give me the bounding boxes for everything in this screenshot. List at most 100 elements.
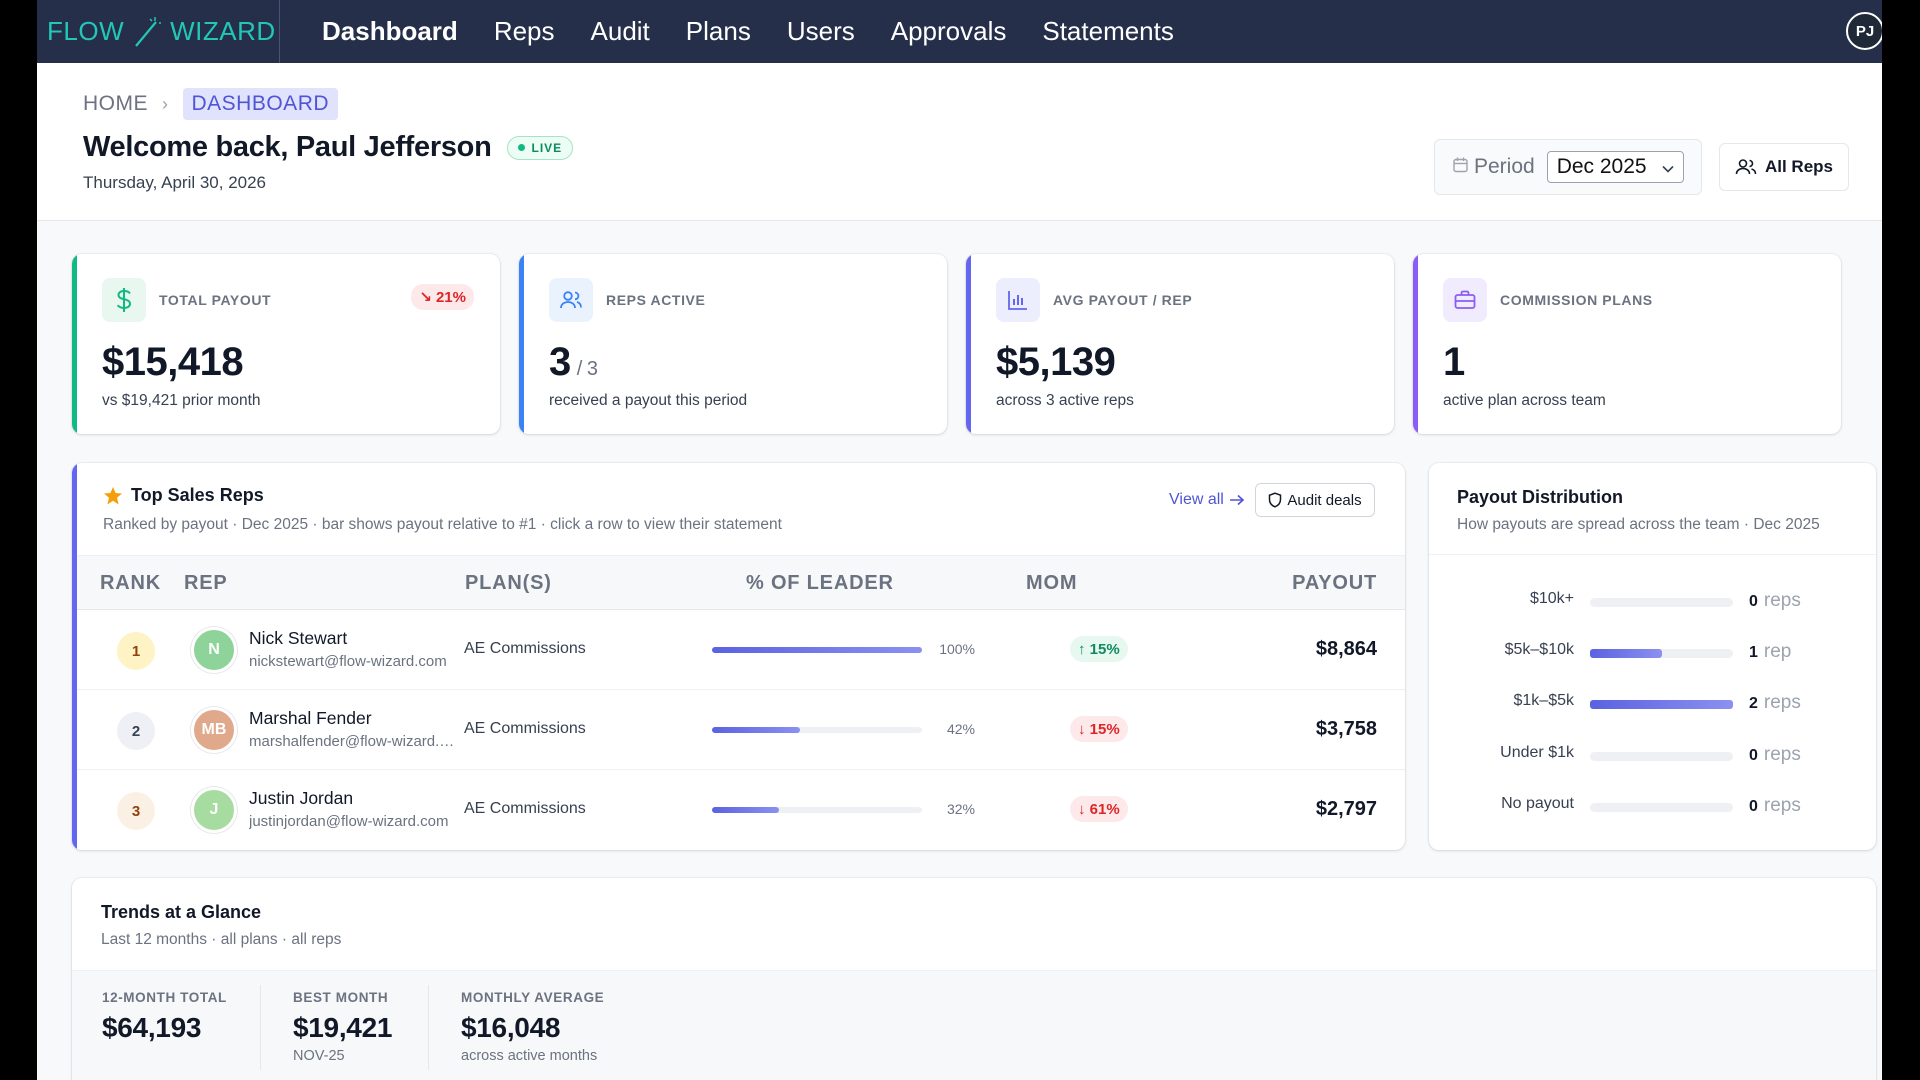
kpi-label: AVG PAYOUT / REP [1053,292,1193,308]
bucket-count-unit: reps [1763,692,1801,713]
kpi-label: TOTAL PAYOUT [159,292,272,308]
nav-approvals[interactable]: Approvals [890,16,1007,46]
rep-email: marshalfender@flow-wizard.com [249,733,459,750]
brand-right: WIZARD [170,16,276,46]
nav-audit[interactable]: Audit [590,16,650,46]
pct-of-leader-bar [712,807,780,813]
kpi-value: 3 [549,340,571,384]
rep-name: Marshal Fender [249,708,372,728]
users-icon [1735,159,1757,175]
bucket-count-unit: reps [1763,795,1801,816]
rank-badge: 2 [117,712,155,750]
table-row[interactable]: 1 N Nick Stewart nickstewart@flow-wizard… [77,610,1405,690]
bucket-count-unit: rep [1763,641,1792,662]
top-navbar: FLOW WIZARD Dashboard Reps Audit Plans U… [37,0,1882,63]
avatar: J [191,787,237,833]
bucket-label: $1k–$5k [1513,692,1575,709]
live-badge: LIVE [506,135,574,160]
nav-dashboard[interactable]: Dashboard [322,16,458,46]
rep-plan: AE Commissions [464,640,586,657]
table-row[interactable]: 3 J Justin Jordan justinjordan@flow-wiza… [77,770,1405,850]
brand-logo[interactable]: FLOW WIZARD [37,0,280,63]
pct-of-leader-value: 42% [946,721,975,737]
table-row[interactable]: 2 MB Marshal Fender marshalfender@flow-w… [77,690,1405,770]
stat-label: 12-MONTH TOTAL [102,990,227,1005]
divider [260,985,261,1070]
rank-badge: 3 [117,792,155,830]
stat-12-month-total: 12-MONTH TOTAL $64,193 [102,990,227,1044]
kpi-subtext: active plan across team [1443,392,1606,409]
bucket-count: 1 rep [1749,641,1791,663]
kpi-value-wrap: 3/ 3 [549,340,598,385]
col-payout[interactable]: PAYOUT [1292,572,1377,594]
distribution-row: $5k–$10k 1 rep [1429,636,1876,666]
view-all-link[interactable]: View all [1169,491,1245,509]
kpi-commission-plans: COMMISSION PLANS 1 active plan across te… [1413,254,1841,434]
kpi-accent-bar [519,254,524,434]
page-header: HOME › DASHBOARD Welcome back, Paul Jeff… [37,63,1882,221]
col-rank[interactable]: RANK [100,572,161,594]
welcome-row: Welcome back, Paul Jefferson LIVE [83,131,574,164]
bucket-count-value: 0 [1749,747,1758,764]
kpi-accent-bar [966,254,971,434]
stat-subtext: NOV-25 [293,1048,345,1064]
bucket-bar [1590,649,1662,658]
card-title: Top Sales Reps [103,485,264,506]
mom-value: 61% [1089,800,1120,818]
distribution-row: $1k–$5k 2 reps [1429,687,1876,717]
col-pct-of-leader[interactable]: % OF LEADER [746,572,894,594]
bucket-label: No payout [1501,795,1574,812]
pct-of-leader-track [712,807,922,813]
nav-statements[interactable]: Statements [1042,16,1174,46]
bucket-label: $5k–$10k [1504,641,1574,658]
kpi-total-payout: TOTAL PAYOUT ↘ 21% $15,418 vs $19,421 pr… [72,254,500,434]
brand-left: FLOW [47,16,125,46]
magic-wand-icon [132,16,162,48]
breadcrumb-home[interactable]: HOME [83,92,148,115]
shield-icon [1269,492,1282,508]
view-all-label: View all [1169,491,1224,508]
arrow-right-icon [1229,494,1245,506]
pct-of-leader-value: 32% [946,801,975,817]
period-value: Dec 2025 [1556,155,1647,178]
breadcrumb: HOME › DASHBOARD [83,88,339,120]
pct-of-leader-bar [712,727,801,733]
period-select[interactable]: Dec 2025 [1546,151,1684,183]
card-title: Trends at a Glance [101,902,262,922]
bucket-count-value: 0 [1749,798,1758,815]
user-avatar[interactable]: PJ [1846,12,1882,50]
stat-value: $19,421 [293,1012,393,1043]
arrow-down-right-icon: ↘ [419,289,432,306]
mom-badge: ↓ 61% [1070,796,1128,822]
distribution-row: No payout 0 reps [1429,790,1876,820]
pct-of-leader-track [712,727,922,733]
bucket-track [1590,598,1733,607]
chevron-down-icon [1662,155,1674,179]
col-rep[interactable]: REP [184,572,228,594]
period-label: Period [1474,155,1535,178]
stat-monthly-average: MONTHLY AVERAGE $16,048 across active mo… [461,990,604,1064]
nav-plans[interactable]: Plans [685,16,751,46]
card-subtitle: Ranked by payout · Dec 2025 · bar shows … [103,516,782,533]
kpi-accent-bar [1413,254,1418,434]
rep-email: justinjordan@flow-wizard.com [249,813,449,830]
arrow-up-icon: ↑ [1078,640,1086,658]
nav-reps[interactable]: Reps [493,16,555,46]
bucket-bar [1590,700,1733,709]
kpi-label: REPS ACTIVE [606,292,706,308]
all-reps-button[interactable]: All Reps [1719,143,1849,191]
dollar-icon [102,278,146,322]
col-plans[interactable]: PLAN(S) [465,572,552,594]
rep-name: Justin Jordan [249,788,354,808]
kpi-value: $15,418 [102,340,244,384]
audit-deals-button[interactable]: Audit deals [1255,483,1375,517]
stat-value: $64,193 [102,1012,202,1043]
rep-plan: AE Commissions [464,720,586,737]
divider [428,985,429,1070]
users-icon [549,278,593,322]
app-window: FLOW WIZARD Dashboard Reps Audit Plans U… [37,0,1882,1080]
col-mom[interactable]: MOM [1026,572,1078,594]
card-subtitle: How payouts are spread across the team ·… [1457,516,1820,533]
bucket-track [1590,752,1733,761]
nav-users[interactable]: Users [786,16,855,46]
